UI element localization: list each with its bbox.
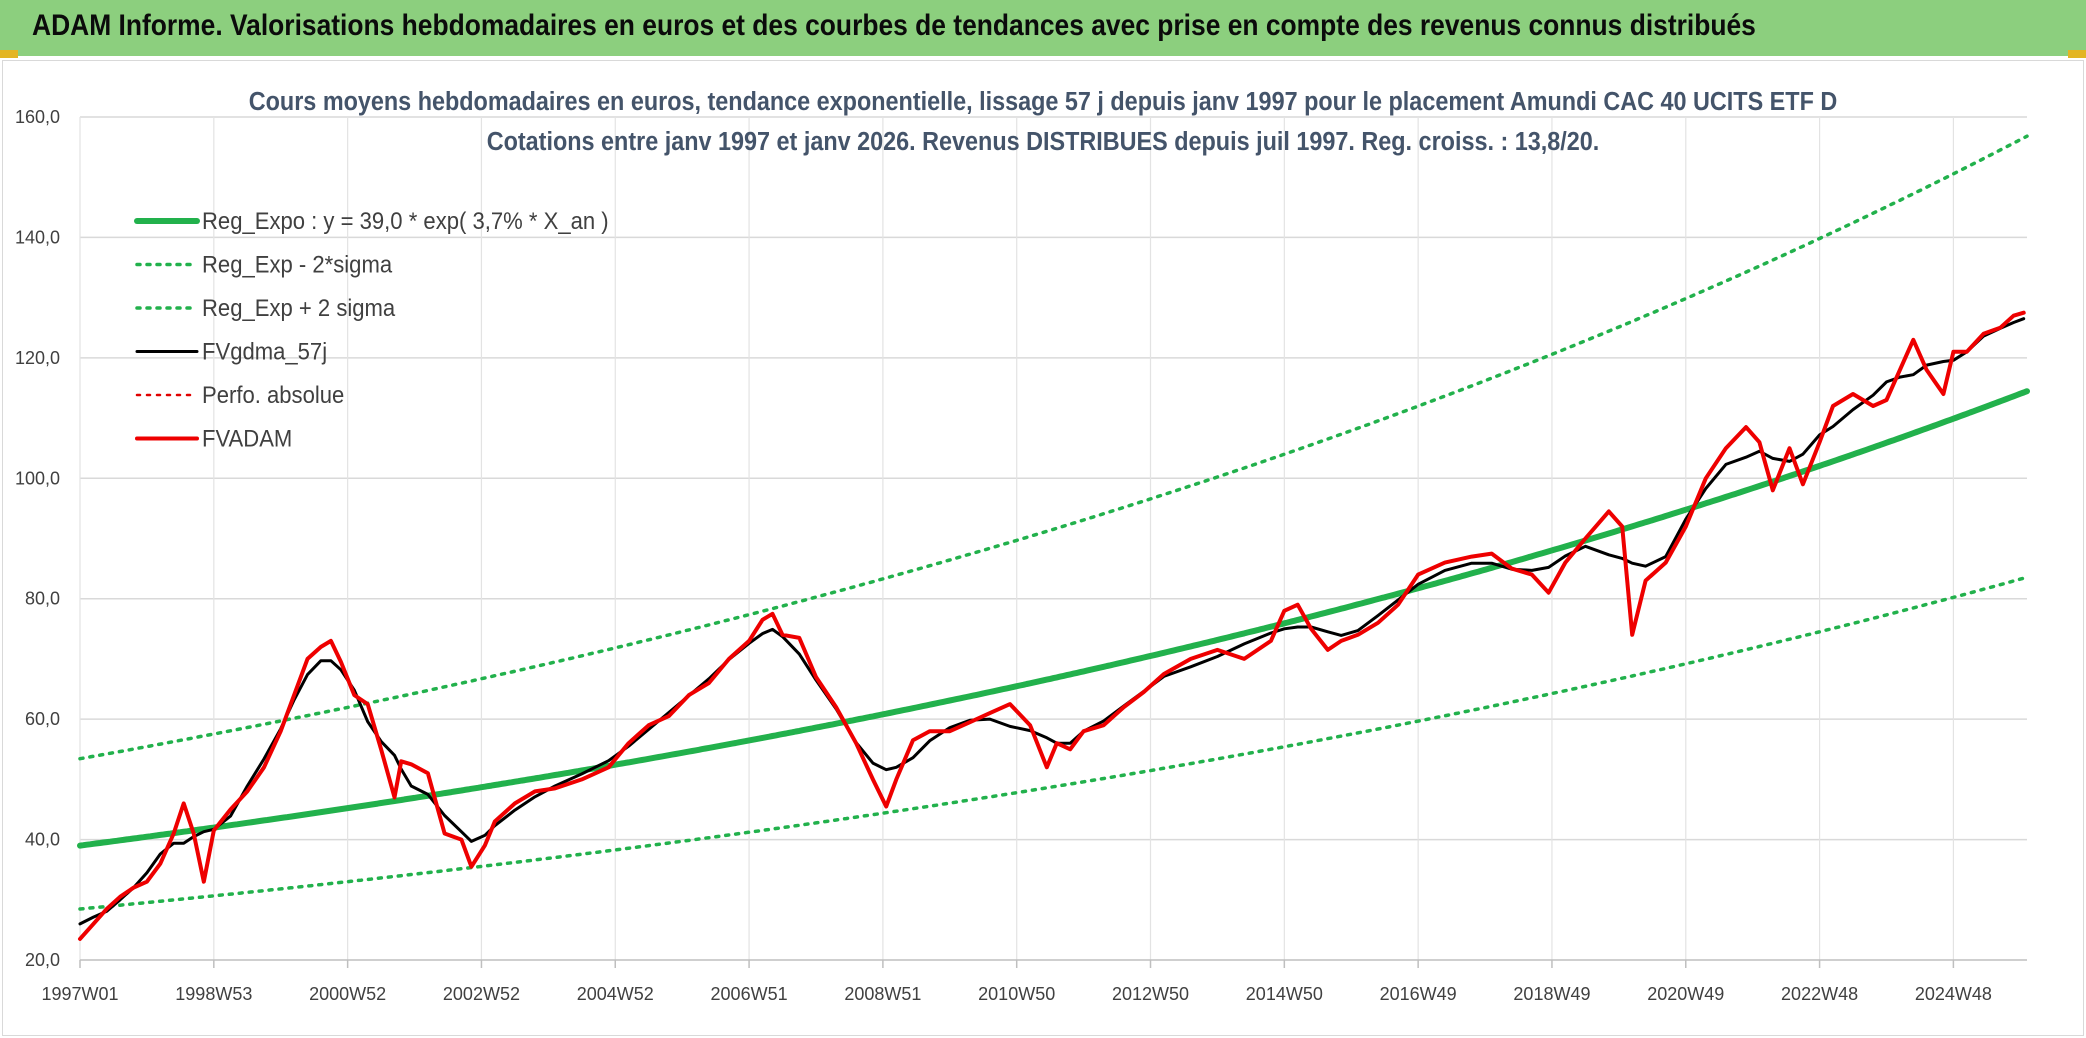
- y-tick-label: 120,0: [15, 348, 60, 368]
- series-layer: [77, 134, 2030, 941]
- report-banner: ADAM Informe. Valorisations hebdomadaire…: [0, 0, 2086, 58]
- report-title: ADAM Informe. Valorisations hebdomadaire…: [32, 9, 1756, 42]
- x-tick-label: 2016W49: [1380, 984, 1457, 1004]
- series-line-price: [78, 310, 2026, 941]
- series-line-trend_high: [78, 134, 2029, 761]
- y-tick-label: 100,0: [15, 468, 60, 488]
- x-tick-label: 2006W51: [711, 984, 788, 1004]
- series-line-trend: [77, 388, 2030, 849]
- legend-label: Reg_Exp + 2 sigma: [202, 294, 395, 321]
- legend-label: Perfo. absolue: [202, 381, 344, 408]
- legend-label: Reg_Expo : y = 39,0 * exp( 3,7% * X_an ): [202, 207, 609, 234]
- y-tick-label: 60,0: [25, 709, 60, 729]
- x-tick-label: 2024W48: [1915, 984, 1992, 1004]
- x-tick-label: 2004W52: [577, 984, 654, 1004]
- y-tick-label: 40,0: [25, 830, 60, 850]
- gridlines: [79, 116, 2027, 968]
- y-tick-label: 140,0: [15, 227, 60, 247]
- chart-title-line-1: Cours moyens hebdomadaires en euros, ten…: [249, 88, 1837, 116]
- x-tick-label: 2008W51: [844, 984, 921, 1004]
- x-tick-label: 2000W52: [309, 984, 386, 1004]
- x-tick-label: 2022W48: [1781, 984, 1858, 1004]
- x-tick-label: 2020W49: [1647, 984, 1724, 1004]
- y-tick-label: 20,0: [25, 950, 60, 970]
- legend-label: FVgdma_57j: [202, 338, 327, 365]
- series-line-smoothed: [78, 317, 2026, 926]
- chart-title-line-2: Cotations entre janv 1997 et janv 2026. …: [487, 128, 1600, 156]
- x-axis-tick-labels: 1997W01 1998W53 2000W52 2002W52 2004W52 2006W…: [41, 984, 1991, 1004]
- legend-label: Reg_Exp - 2*sigma: [202, 251, 392, 278]
- chart-frame: [2, 60, 2084, 1036]
- y-axis-tick-labels: 20,0 40,0 60,0 80,0 100,0 120,0 140,0 160,0: [15, 107, 60, 970]
- legend: Reg_Expo : y = 39,0 * exp( 3,7% * X_an )…: [134, 207, 609, 452]
- x-tick-label: 1997W01: [41, 984, 118, 1004]
- x-tick-label: 1998W53: [175, 984, 252, 1004]
- x-tick-label: 2010W50: [978, 984, 1055, 1004]
- x-tick-label: 2012W50: [1112, 984, 1189, 1004]
- chart-title: Cours moyens hebdomadaires en euros, ten…: [249, 88, 1837, 156]
- x-tick-label: 2018W49: [1513, 984, 1590, 1004]
- x-tick-label: 2014W50: [1246, 984, 1323, 1004]
- y-tick-label: 80,0: [25, 589, 60, 609]
- legend-label: FVADAM: [202, 425, 292, 452]
- y-tick-label: 160,0: [15, 107, 60, 127]
- banner-corner-right: [2068, 50, 2086, 58]
- banner-corner-left: [0, 50, 18, 58]
- series-line-trend_low: [78, 575, 2029, 911]
- x-tick-label: 2002W52: [443, 984, 520, 1004]
